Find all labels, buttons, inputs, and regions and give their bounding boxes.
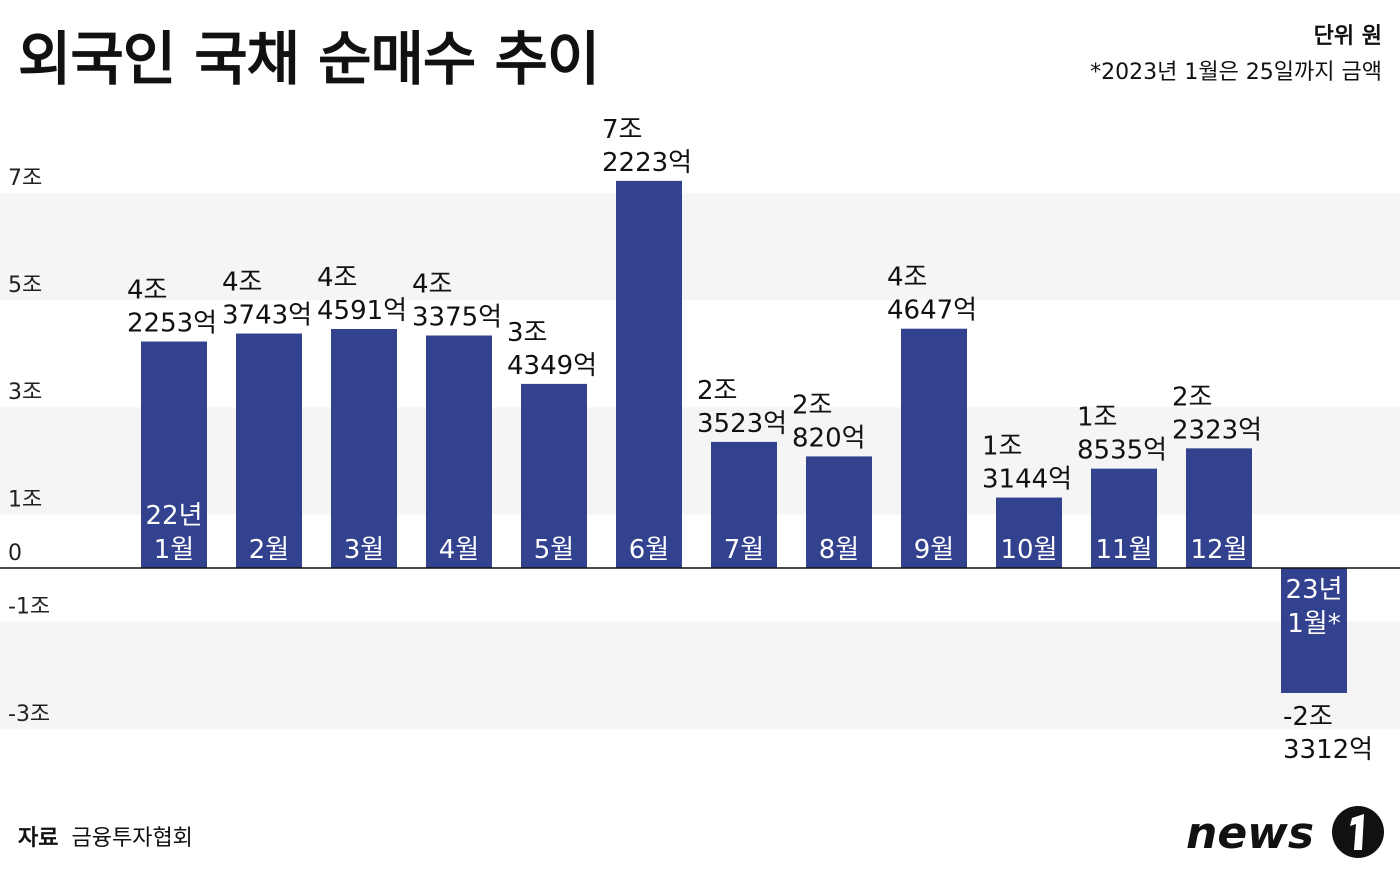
value-label: 4591억 [317, 296, 407, 326]
category-label: 9월 [914, 535, 954, 565]
value-label: 2조 [1172, 382, 1212, 412]
grid-band [0, 407, 1400, 515]
footnote: *2023년 1월은 25일까지 금액 [1090, 60, 1382, 85]
value-label: 7조 [602, 115, 642, 145]
bar [996, 497, 1062, 568]
value-label: 2조 [792, 390, 832, 420]
grid-band [0, 192, 1400, 300]
category-label: 1월* [1287, 609, 1340, 639]
source-value: 금융투자협회 [71, 826, 193, 851]
value-label: 3523억 [697, 409, 787, 439]
bar [711, 441, 777, 568]
category-label: 3월 [344, 535, 384, 565]
value-label: 820억 [792, 423, 866, 453]
chart-title: 외국인 국채 순매수 추이 [18, 25, 600, 93]
svg-text:news: news [1186, 808, 1314, 859]
value-label: 3조 [507, 318, 547, 348]
bar [331, 328, 397, 568]
value-label: 4조 [222, 268, 262, 298]
value-label: 8535억 [1077, 436, 1167, 466]
value-label: 2조 [697, 376, 737, 406]
bar [426, 335, 492, 568]
bar [1091, 468, 1157, 568]
grid-band [0, 621, 1400, 729]
bar [616, 180, 682, 569]
category-label: 8월 [819, 535, 859, 565]
value-label: 3144억 [982, 465, 1072, 495]
value-label: 4조 [412, 270, 452, 300]
value-label: 3375억 [412, 303, 502, 333]
value-label: 2323억 [1172, 415, 1262, 445]
bar [1186, 448, 1252, 568]
source-label: 자료 [18, 826, 59, 851]
y-tick-label: -1조 [8, 595, 50, 620]
value-label: 4조 [317, 263, 357, 293]
y-tick-label: 7조 [8, 166, 42, 191]
category-label: 22년 [145, 501, 202, 531]
value-label: 3743억 [222, 301, 312, 331]
value-label: 1조 [982, 432, 1022, 462]
source-line: 자료 금융투자협회 [18, 820, 193, 852]
y-tick-label: 0 [8, 541, 22, 566]
bar [806, 456, 872, 568]
value-label: 4조 [127, 276, 167, 306]
value-label: 1조 [1077, 403, 1117, 433]
bar [1281, 568, 1347, 693]
y-tick-label: 3조 [8, 380, 42, 405]
unit-label: 단위 원 [1313, 24, 1382, 49]
bar [521, 383, 587, 568]
value-label: -2조 [1283, 702, 1333, 732]
bar [141, 341, 207, 568]
category-label: 4월 [439, 535, 479, 565]
value-label: 2253억 [127, 309, 217, 339]
value-label: 4647억 [887, 296, 977, 326]
category-label: 11월 [1095, 535, 1152, 565]
category-label: 1월 [154, 535, 194, 565]
value-label: 2223억 [602, 148, 692, 178]
y-tick-label: -3조 [8, 702, 50, 727]
bar [901, 328, 967, 568]
bar [236, 333, 302, 568]
y-tick-label: 1조 [8, 487, 42, 512]
value-label: 4조 [887, 263, 927, 293]
category-label: 12월 [1190, 535, 1247, 565]
category-label: 2월 [249, 535, 289, 565]
category-label: 6월 [629, 535, 669, 565]
category-label: 23년 [1285, 575, 1342, 605]
value-label: 4349억 [507, 351, 597, 381]
value-label: 3312억 [1283, 735, 1373, 765]
category-label: 5월 [534, 535, 574, 565]
news1-logo: news [1186, 806, 1384, 859]
category-label: 10월 [1000, 535, 1057, 565]
category-label: 7월 [724, 535, 764, 565]
y-tick-label: 5조 [8, 273, 42, 298]
